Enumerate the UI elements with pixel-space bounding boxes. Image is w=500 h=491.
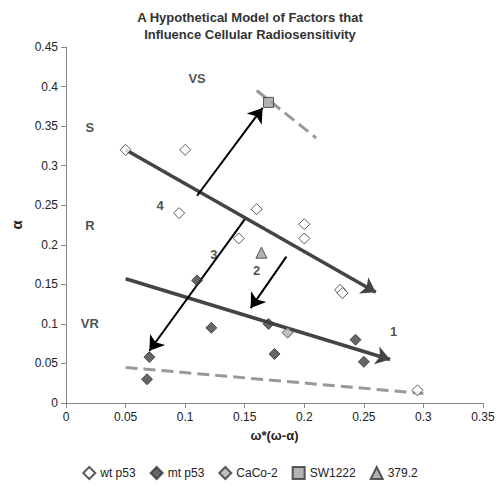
svg-text:VS: VS [188,71,206,86]
svg-text:0.45: 0.45 [35,40,59,54]
svg-text:A Hypothetical Model of Factor: A Hypothetical Model of Factors that [137,10,363,25]
svg-text:R: R [85,218,95,233]
svg-text:0: 0 [63,410,70,424]
svg-text:0.25: 0.25 [35,198,59,212]
svg-text:0.15: 0.15 [233,410,257,424]
svg-text:wt p53: wt p53 [99,466,136,480]
svg-text:ω*(ω-α): ω*(ω-α) [250,428,298,443]
svg-text:0.1: 0.1 [177,410,194,424]
svg-text:0.15: 0.15 [35,277,59,291]
svg-text:4: 4 [157,198,165,213]
svg-text:1: 1 [390,324,397,339]
svg-text:2: 2 [253,263,260,278]
svg-text:mt p53: mt p53 [168,466,205,480]
svg-text:0.4: 0.4 [41,80,58,94]
svg-text:0.3: 0.3 [41,159,58,173]
svg-text:0: 0 [51,396,58,410]
svg-text:0.25: 0.25 [352,410,376,424]
svg-text:0.05: 0.05 [35,356,59,370]
svg-text:0.35: 0.35 [471,410,495,424]
svg-text:0.3: 0.3 [415,410,432,424]
svg-text:0.05: 0.05 [114,410,138,424]
svg-text:0.2: 0.2 [296,410,313,424]
svg-text:S: S [85,120,94,135]
svg-text:0.2: 0.2 [41,238,58,252]
svg-text:Influence Cellular Radiosensit: Influence Cellular Radiosensitivity [144,27,356,42]
svg-text:VR: VR [81,316,100,331]
svg-text:0.1: 0.1 [41,317,58,331]
svg-text:3: 3 [210,247,217,262]
svg-text:SW1222: SW1222 [310,466,356,480]
svg-text:CaCo-2: CaCo-2 [236,466,278,480]
svg-text:0.35: 0.35 [35,119,59,133]
svg-text:α: α [8,220,25,230]
svg-text:379.2: 379.2 [388,466,418,480]
